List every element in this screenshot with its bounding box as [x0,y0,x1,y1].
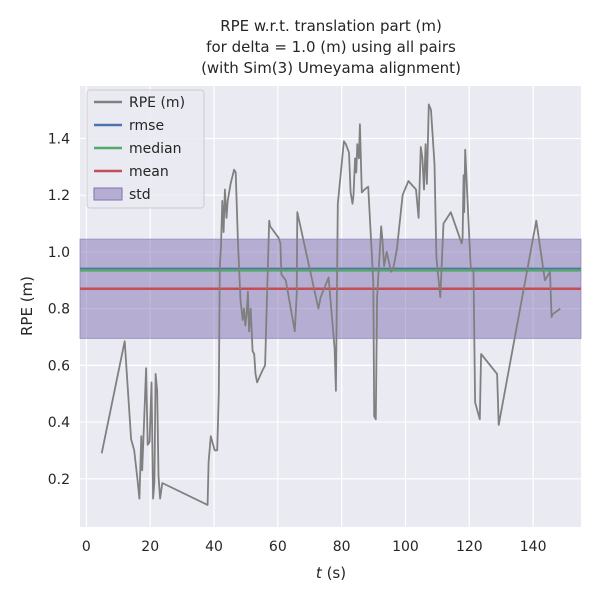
rpe-series-line [100,103,561,506]
y-tick-label: 0.6 [48,358,70,374]
y-tick-label: 1.2 [48,188,70,204]
x-tick-labels: 0 20 40 60 80 100 120 140 [82,539,547,555]
y-axis-label: RPE (m) [18,276,36,336]
legend-label: std [129,187,151,203]
x-axis-label-var: t [316,564,323,582]
chart-title: RPE w.r.t. translation part (m) for delt… [201,17,461,77]
legend-label: mean [129,164,169,180]
chart-title-line-1: RPE w.r.t. translation part (m) [220,17,442,35]
legend-swatch [93,187,123,201]
legend: RPE (m) rmse median mean std [86,89,205,209]
legend-label: rmse [129,118,164,134]
x-tick-label: 60 [269,539,287,555]
x-axis-label-unit: (s) [322,564,346,582]
x-tick-label: 120 [456,539,483,555]
x-tick-label: 80 [333,539,351,555]
y-tick-label: 0.4 [48,415,70,431]
gridlines [80,86,581,527]
y-tick-label: 1.4 [48,131,70,147]
y-tick-label: 0.8 [48,302,70,318]
legend-label: RPE (m) [129,95,185,111]
chart-title-line-3: (with Sim(3) Umeyama alignment) [201,59,461,77]
stat-lines-layer [80,267,581,291]
x-tick-label: 20 [141,539,159,555]
y-tick-label: 0.2 [48,472,70,488]
x-tick-label: 140 [520,539,547,555]
legend-label: median [129,141,181,157]
series-layer [100,103,561,506]
x-axis-label: t (s) [316,564,346,582]
y-tick-label: 1.0 [48,245,70,261]
y-tick-labels: 0.2 0.4 0.6 0.8 1.0 1.2 1.4 [48,131,70,487]
x-tick-label: 40 [205,539,223,555]
chart-title-line-2: for delta = 1.0 (m) using all pairs [206,38,456,56]
x-tick-label: 0 [82,539,91,555]
legend-box [86,89,205,209]
x-tick-label: 100 [392,539,419,555]
